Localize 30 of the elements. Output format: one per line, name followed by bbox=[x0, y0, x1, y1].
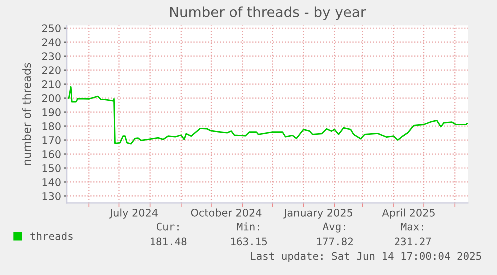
x-tick-label: October 2024 bbox=[191, 208, 262, 217]
legend-label: threads bbox=[30, 232, 73, 240]
x-tick-label: January 2025 bbox=[284, 208, 353, 219]
y-tick-label: 200 bbox=[42, 94, 61, 102]
line-series bbox=[68, 86, 468, 145]
text: 181.48 bbox=[150, 238, 187, 246]
y-tick-label: 160 bbox=[42, 150, 61, 158]
y-tick-label: 150 bbox=[42, 164, 61, 172]
chart-title: Number of threads - by year bbox=[170, 6, 366, 20]
text: Last update: Sat Jun 14 17:00:04 2025 bbox=[251, 252, 482, 262]
y-tick-label: 130 bbox=[42, 192, 61, 200]
y-tick-label: 190 bbox=[42, 108, 61, 116]
text: Max: bbox=[401, 223, 424, 231]
y-tick-label: 250 bbox=[42, 24, 61, 32]
y-tick-label: 240 bbox=[42, 38, 61, 46]
y-tick-label: 210 bbox=[42, 80, 61, 88]
text: 163.15 bbox=[232, 238, 268, 246]
y-tick-label: 180 bbox=[42, 122, 61, 130]
x-tick-label: July 2024 bbox=[109, 208, 158, 219]
x-tick-label: April 2025 bbox=[382, 208, 435, 219]
y-tick-label: 170 bbox=[42, 136, 61, 144]
text: Min: bbox=[237, 222, 260, 231]
y-tick-label: 140 bbox=[42, 178, 61, 186]
text: Cur: bbox=[157, 222, 179, 231]
y-tick-label: 230 bbox=[42, 52, 61, 60]
y-tick-label: 220 bbox=[42, 66, 61, 74]
text: Avg: bbox=[323, 222, 346, 233]
text: 177.82 bbox=[317, 238, 353, 246]
text: 231.27 bbox=[395, 238, 432, 246]
y-axis-title: number of threads bbox=[22, 63, 32, 166]
